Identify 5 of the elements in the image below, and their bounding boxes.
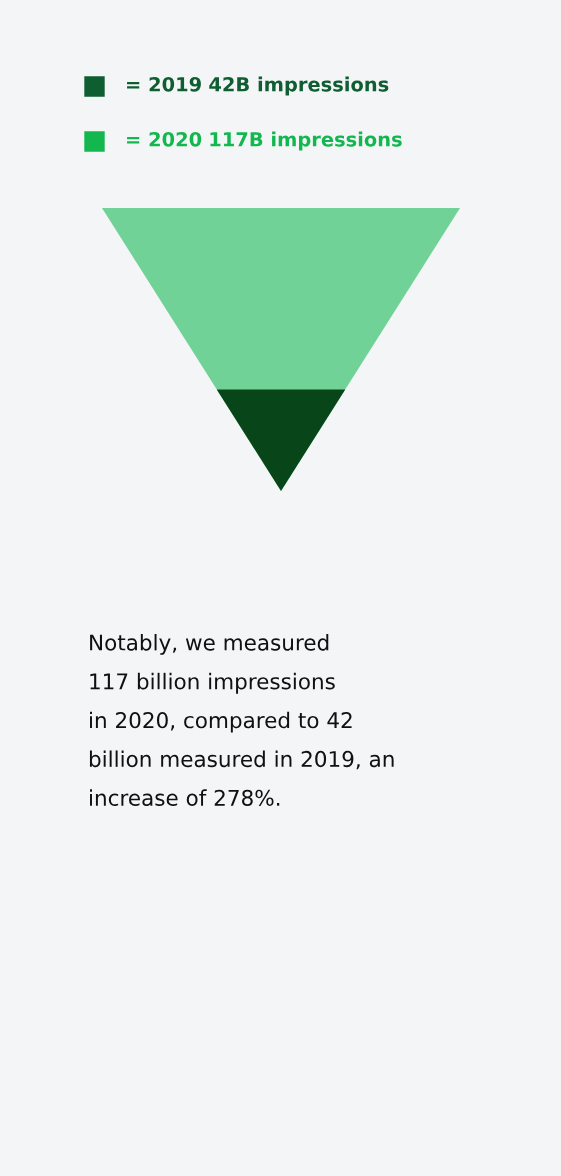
category-label: = 2019: [127, 76, 201, 92]
data-label: 42B impressions: [209, 76, 389, 96]
text: Notably, we measured 117 billion impressions in 2020, compared to 42 billion measured in 2019, an increase of 278%.: [89, 634, 394, 806]
data-label: 117B impressions: [210, 131, 402, 151]
category-label: = 2020: [127, 131, 202, 147]
